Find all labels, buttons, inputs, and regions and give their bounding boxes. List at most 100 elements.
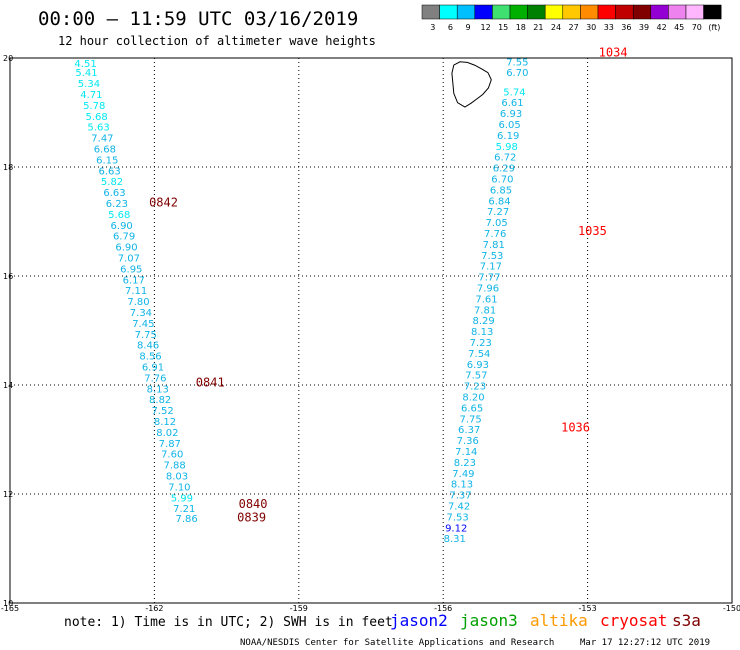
colorbar-swatch xyxy=(544,4,564,20)
wave-height-label: 5.82 xyxy=(101,177,123,188)
colorbar-legend: 3 6 9 12 15 18 21 24 27 30 33 36 39 42 45 70 (ft) xyxy=(421,4,722,32)
time-label: 0839 xyxy=(237,510,266,524)
wave-height-label: 7.96 xyxy=(477,283,499,294)
colorbar-swatch xyxy=(474,4,493,20)
wave-height-label: 5.74 xyxy=(503,87,525,98)
colorbar-label: 42 xyxy=(657,23,667,32)
satellite-s3a: s3a xyxy=(672,611,701,630)
colorbar-swatch xyxy=(456,4,476,20)
wave-height-label: 8.31 xyxy=(444,534,466,545)
wave-height-label: 6.61 xyxy=(501,98,523,109)
wave-height-label: 6.05 xyxy=(498,120,520,131)
wave-height-label: 7.14 xyxy=(455,447,477,458)
axis-ticks: -165 -162 -159 -156 -153 -150 10 12 14 16 18 20 xyxy=(1,54,740,613)
wave-height-label: 7.27 xyxy=(487,207,509,218)
page-title: 00:00 – 11:59 UTC 03/16/2019 xyxy=(38,8,358,30)
y-tick-label: 18 xyxy=(3,163,13,172)
wave-height-label: 7.10 xyxy=(168,482,190,493)
colorbar-swatch xyxy=(668,4,687,20)
wave-height-label: 7.61 xyxy=(475,294,497,305)
wave-height-label: 6.95 xyxy=(120,264,142,275)
wave-height-label: 7.42 xyxy=(448,501,470,512)
colorbar-swatch xyxy=(703,4,722,20)
colorbar-label: 24 xyxy=(551,23,561,32)
wave-height-label: 7.21 xyxy=(173,504,195,515)
colorbar-label: 15 xyxy=(498,23,508,32)
wave-height-label: 5.34 xyxy=(78,79,100,90)
coastline-path xyxy=(451,61,492,108)
colorbar-label: 12 xyxy=(481,23,491,32)
colorbar-label: 45 xyxy=(674,23,684,32)
colorbar-swatch xyxy=(509,4,528,20)
colorbar-swatch xyxy=(421,4,440,20)
colorbar-swatch xyxy=(562,4,581,20)
wave-height-label: 6.90 xyxy=(111,221,133,232)
colorbar-label: 6 xyxy=(448,23,453,32)
wave-height-label: 6.15 xyxy=(96,155,118,166)
wave-height-label: 6.23 xyxy=(106,199,128,210)
grid-lines xyxy=(10,58,732,603)
wave-height-label: 6.90 xyxy=(115,243,137,254)
wave-height-label: 7.86 xyxy=(176,514,198,525)
wave-height-label: 5.78 xyxy=(83,101,105,112)
wave-height-label: 6.63 xyxy=(103,188,125,199)
colorbar-swatch xyxy=(685,4,704,20)
colorbar-label: 9 xyxy=(465,23,470,32)
time-label: 1035 xyxy=(578,224,607,238)
wave-height-label: 7.37 xyxy=(449,491,471,502)
x-tick-label: -162 xyxy=(145,604,163,613)
wave-height-label: 5.68 xyxy=(86,112,108,123)
colorbar-swatch xyxy=(580,4,599,20)
wave-height-label: 8.02 xyxy=(156,428,178,439)
wave-height-label: 7.17 xyxy=(480,262,502,273)
colorbar-swatch xyxy=(492,4,511,20)
x-tick-label: -159 xyxy=(290,604,308,613)
wave-height-label: 6.93 xyxy=(500,109,522,120)
colorbar-swatch xyxy=(615,4,634,20)
colorbar-label: 39 xyxy=(639,23,649,32)
wave-height-label: 6.72 xyxy=(494,153,516,164)
time-label: 1034 xyxy=(599,46,628,60)
wave-height-label: 6.93 xyxy=(467,360,489,371)
wave-height-label: 6.19 xyxy=(497,131,519,142)
coastline-hawaii xyxy=(451,61,492,108)
satellite-cryosat: cryosat xyxy=(600,611,667,630)
timestamp-text: Mar 17 12:27:12 UTC 2019 xyxy=(580,638,710,648)
plot-frame xyxy=(9,57,733,604)
wave-height-label: 8.20 xyxy=(462,392,484,403)
wave-height-label: 7.53 xyxy=(447,512,469,523)
track-east: 7.556.705.746.616.936.056.195.986.726.29… xyxy=(444,46,628,546)
wave-height-label: 7.53 xyxy=(481,251,503,262)
y-tick-label: 10 xyxy=(3,599,13,608)
wave-height-label: 7.23 xyxy=(464,382,486,393)
wave-height-label: 7.80 xyxy=(127,297,149,308)
colorbar-label: 27 xyxy=(569,23,579,32)
colorbar-swatch xyxy=(650,4,669,20)
wave-height-label: 6.85 xyxy=(490,185,512,196)
y-tick-label: 16 xyxy=(3,272,13,281)
wave-height-label: 5.68 xyxy=(108,210,130,221)
wave-height-label: 5.98 xyxy=(496,142,518,153)
wave-height-label: 8.82 xyxy=(149,395,171,406)
wave-height-label: 7.81 xyxy=(483,240,505,251)
wave-height-label: 7.49 xyxy=(452,469,474,480)
wave-height-label: 7.45 xyxy=(132,319,154,330)
wave-height-label: 6.91 xyxy=(142,363,164,374)
x-tick-label: -150 xyxy=(723,604,740,613)
wave-height-label: 7.81 xyxy=(474,305,496,316)
wave-height-label: 4.71 xyxy=(80,90,102,101)
wave-height-label: 7.87 xyxy=(159,439,181,450)
time-label: 1036 xyxy=(561,421,590,435)
colorbar-label: 18 xyxy=(516,23,526,32)
wave-height-label: 4.51 xyxy=(74,59,96,70)
wave-height-label: 7.55 xyxy=(506,57,528,68)
wave-height-label: 6.29 xyxy=(493,164,515,175)
wave-height-label: 7.11 xyxy=(125,286,147,297)
wave-height-label: 7.54 xyxy=(468,349,490,360)
wave-height-label: 6.70 xyxy=(491,174,513,185)
x-tick-label: -153 xyxy=(579,604,597,613)
credit-text: NOAA/NESDIS Center for Satellite Applica… xyxy=(240,638,554,648)
wave-height-label: 8.03 xyxy=(166,472,188,483)
colorbar-label: 33 xyxy=(604,23,614,32)
satellite-legend: jason2 jason3 altika cryosat s3a xyxy=(390,611,701,630)
